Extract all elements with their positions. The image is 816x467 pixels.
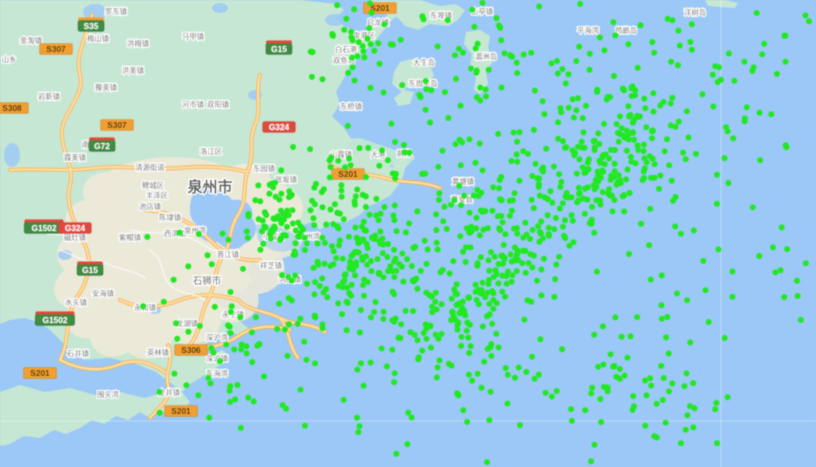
- svg-text:霞美镇: 霞美镇: [64, 153, 86, 162]
- svg-text:罗东镇: 罗东镇: [105, 7, 127, 16]
- svg-text:深沪湾: 深沪湾: [206, 333, 228, 342]
- svg-text:鲤城区: 鲤城区: [142, 181, 164, 190]
- svg-text:S307: S307: [46, 44, 66, 54]
- svg-text:G15: G15: [271, 44, 287, 54]
- svg-text:白石港: 白石港: [335, 45, 358, 54]
- svg-text:河市镇: 河市镇: [182, 100, 204, 109]
- svg-text:G324: G324: [269, 122, 290, 132]
- svg-text:丰泽区: 丰泽区: [146, 191, 168, 200]
- svg-text:洛江区: 洛江区: [200, 147, 222, 156]
- svg-text:岩新镇: 岩新镇: [38, 92, 60, 101]
- svg-text:晋江镇: 晋江镇: [217, 250, 239, 259]
- svg-text:湄洲岛: 湄洲岛: [475, 52, 497, 61]
- svg-text:S308: S308: [2, 103, 22, 113]
- svg-text:G15: G15: [82, 265, 98, 275]
- svg-text:池店镇: 池店镇: [139, 202, 161, 211]
- svg-text:黄塘镇: 黄塘镇: [452, 177, 474, 186]
- svg-text:S307: S307: [107, 120, 127, 130]
- svg-text:陈埭镇: 陈埭镇: [159, 213, 181, 222]
- svg-text:大生岛: 大生岛: [413, 58, 435, 67]
- svg-text:双阳镇: 双阳镇: [207, 100, 229, 109]
- svg-text:山乡: 山乡: [2, 55, 17, 64]
- svg-text:G1502: G1502: [43, 315, 68, 325]
- svg-text:G324: G324: [65, 223, 86, 233]
- svg-text:东园镇: 东园镇: [253, 164, 275, 173]
- svg-text:S201: S201: [171, 406, 191, 416]
- svg-text:张坂镇: 张坂镇: [275, 175, 297, 184]
- svg-text:鸬鹚岛: 鸬鹚岛: [615, 26, 637, 35]
- svg-text:洋树岛: 洋树岛: [684, 8, 706, 17]
- svg-text:豫美镇: 豫美镇: [95, 83, 117, 92]
- svg-text:围头湾: 围头湾: [97, 390, 119, 399]
- svg-text:东桥镇: 东桥镇: [340, 102, 362, 111]
- svg-text:平海湾: 平海湾: [577, 26, 599, 35]
- svg-text:清源街道: 清源街道: [135, 163, 165, 172]
- svg-text:S306: S306: [181, 345, 201, 355]
- svg-text:石狮市: 石狮市: [193, 275, 222, 287]
- svg-text:水头镇: 水头镇: [65, 298, 87, 307]
- svg-text:G1502: G1502: [32, 223, 57, 233]
- svg-text:G72: G72: [94, 141, 110, 151]
- svg-text:西滨镇: 西滨镇: [164, 229, 186, 238]
- svg-text:洪美镇: 洪美镇: [122, 66, 144, 75]
- svg-text:金淘镇: 金淘镇: [20, 36, 42, 45]
- svg-text:泉州市: 泉州市: [186, 178, 232, 196]
- svg-text:马甲镇: 马甲镇: [182, 32, 204, 41]
- svg-text:S201: S201: [30, 368, 50, 378]
- svg-text:S35: S35: [84, 21, 99, 31]
- svg-text:梅山镇: 梅山镇: [87, 34, 109, 43]
- svg-text:磁灶镇: 磁灶镇: [64, 233, 86, 242]
- svg-text:紫帽镇: 紫帽镇: [119, 233, 141, 242]
- svg-text:英林镇: 英林镇: [147, 348, 169, 357]
- svg-text:祥芝镇: 祥芝镇: [260, 261, 282, 270]
- svg-text:S201: S201: [338, 169, 358, 179]
- svg-text:石井镇: 石井镇: [67, 349, 89, 358]
- svg-text:泉州湾: 泉州湾: [184, 226, 206, 235]
- svg-text:安海镇: 安海镇: [92, 289, 114, 298]
- svg-text:洪梅镇: 洪梅镇: [127, 39, 149, 48]
- svg-text:龙湖镇: 龙湖镇: [176, 319, 198, 328]
- svg-text:泉港区: 泉港区: [353, 31, 375, 40]
